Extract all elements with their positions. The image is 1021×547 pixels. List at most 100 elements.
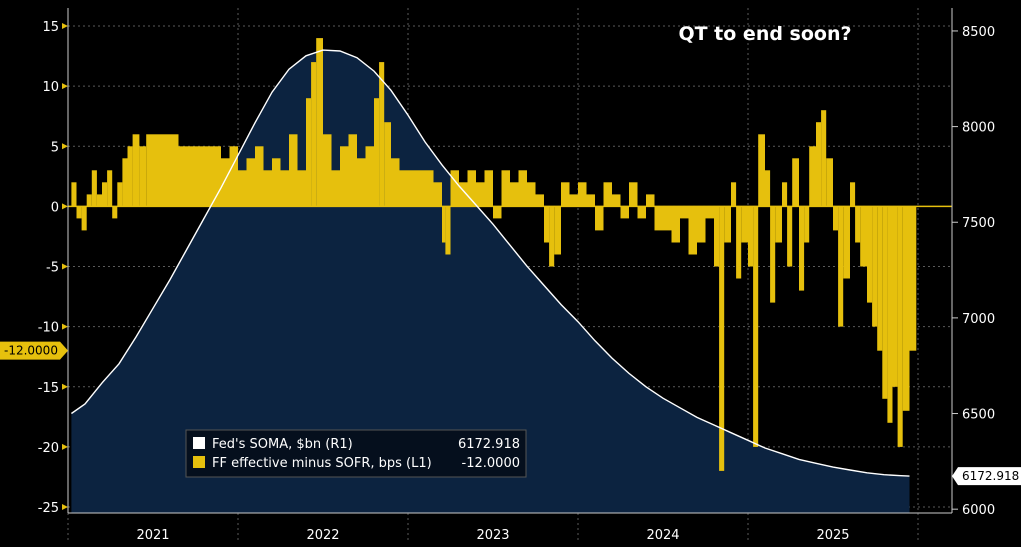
ff-bar <box>855 206 861 243</box>
axes-layer <box>67 8 953 514</box>
ff-bar <box>724 206 731 243</box>
ff-bar <box>527 182 536 207</box>
ff-bar <box>758 134 765 207</box>
x-tick-label: 2022 <box>306 528 339 543</box>
ff-bar <box>153 134 162 207</box>
left-axis-ticks: 15 10 5 0 -5 -10 -15 -20 -25 <box>38 20 68 516</box>
ff-bar <box>637 206 646 219</box>
ff-bar <box>770 206 776 303</box>
ff-bar <box>442 206 446 243</box>
ff-bar <box>91 170 97 207</box>
ff-bar <box>753 206 759 447</box>
ff-bar <box>408 170 417 207</box>
ff-bar <box>586 194 595 207</box>
ff-bar <box>838 206 844 327</box>
right-tick-label: 7000 <box>962 312 995 327</box>
ff-bar <box>340 146 349 207</box>
ff-bar <box>561 182 570 207</box>
ff-bar <box>782 182 788 207</box>
legend-label-ff: FF effective minus SOFR, bps (L1) <box>212 456 432 471</box>
ff-bar <box>493 206 502 219</box>
ff-bar <box>867 206 873 303</box>
chart-title: QT to end soon? <box>678 23 851 45</box>
ff-bar <box>272 158 281 207</box>
soma-area <box>71 50 910 513</box>
ff-bar <box>860 206 867 267</box>
ff-bar <box>816 122 822 207</box>
ff-bar <box>799 206 805 291</box>
ff-bar <box>736 206 742 279</box>
ff-bars-layer <box>68 38 952 471</box>
ff-bar <box>646 194 655 207</box>
ff-bar <box>484 170 493 207</box>
ff-bar <box>518 170 527 207</box>
ff-bar <box>501 170 510 207</box>
ff-bar <box>122 158 128 207</box>
ff-bar <box>719 206 725 471</box>
ff-bar <box>357 158 366 207</box>
right-axis-ticks: 8500 8000 7500 7000 6500 6000 <box>952 25 995 518</box>
ff-bar <box>804 206 810 243</box>
x-tick-label: 2023 <box>476 528 509 543</box>
ff-bar <box>663 206 672 231</box>
right-tick-label: 8500 <box>962 25 995 40</box>
ff-bar <box>843 206 850 279</box>
ff-bar <box>379 62 385 207</box>
left-tick-label: 5 <box>51 140 59 155</box>
left-tick-mark <box>62 143 68 150</box>
ff-bar <box>612 194 621 207</box>
ff-bar <box>688 206 697 255</box>
ff-bar <box>348 134 357 207</box>
ff-bar <box>96 194 102 207</box>
ff-bar <box>705 206 714 219</box>
left-tick-label: -25 <box>38 501 59 516</box>
ff-bar <box>654 206 663 231</box>
ff-bar <box>671 206 680 243</box>
ff-bar <box>544 206 550 243</box>
left-last-value-tag-shape <box>0 341 68 360</box>
left-tick-mark <box>62 203 68 210</box>
left-tick-label: -5 <box>46 261 59 276</box>
ff-bar <box>76 206 82 219</box>
ff-bar <box>112 206 118 219</box>
ff-bar <box>238 170 247 207</box>
ff-bar <box>569 194 578 207</box>
ff-bar <box>595 206 604 231</box>
ff-bar <box>549 206 555 267</box>
ff-bar <box>399 170 408 207</box>
ff-bar <box>620 206 629 219</box>
left-tick-label: 15 <box>42 20 59 35</box>
ff-bar <box>229 146 238 207</box>
right-last-value-tag: 6172.918 <box>952 467 1021 486</box>
legend-swatch-ff <box>193 456 205 468</box>
legend-swatch-soma <box>193 437 205 449</box>
left-tick-label: -10 <box>38 321 59 336</box>
ff-bar <box>909 206 917 351</box>
ff-bar <box>792 158 799 207</box>
ff-bar <box>887 206 893 423</box>
ff-bar <box>450 170 459 207</box>
ff-bar <box>246 158 255 207</box>
ff-bar <box>510 182 519 207</box>
x-axis-ticks: 2021 2022 2023 2024 2025 <box>136 528 849 543</box>
ff-bar <box>306 98 312 207</box>
right-tick-label: 8000 <box>962 121 995 136</box>
ff-bar <box>255 146 264 207</box>
ff-bar <box>872 206 878 327</box>
ff-bar <box>787 206 793 267</box>
ff-bar <box>459 182 468 207</box>
left-tick-mark <box>62 263 68 270</box>
left-tick-mark <box>62 83 68 90</box>
right-tick-label: 7500 <box>962 216 995 231</box>
ff-bar <box>826 158 833 207</box>
ff-bar <box>882 206 888 399</box>
left-tick-label: -15 <box>38 381 59 396</box>
ff-bar <box>741 206 748 243</box>
legend-box <box>185 429 527 478</box>
ff-bar <box>263 170 272 207</box>
ff-bar <box>170 134 179 207</box>
ff-bar <box>187 146 196 207</box>
ff-bar <box>731 182 737 207</box>
